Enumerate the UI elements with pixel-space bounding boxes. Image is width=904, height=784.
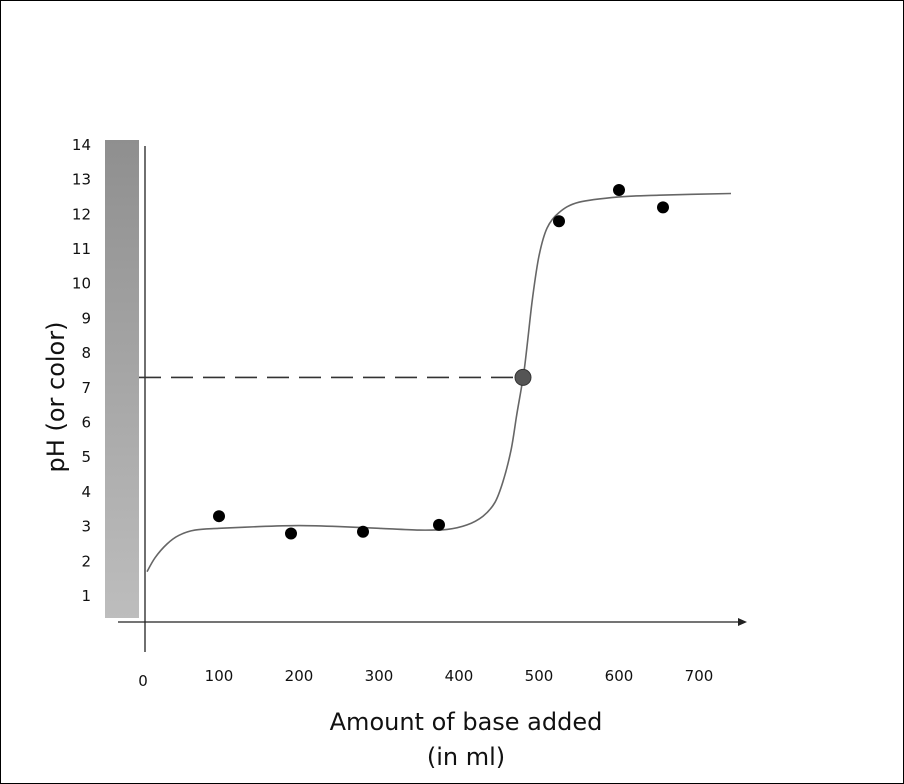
data-point <box>657 201 669 214</box>
data-point <box>613 184 625 197</box>
y-tick-label: 1 <box>81 587 91 605</box>
x-tick-label: 400 <box>445 667 474 685</box>
y-tick-label: 6 <box>81 414 91 432</box>
x-tick-label: 100 <box>205 667 234 685</box>
y-tick-label: 13 <box>72 171 91 189</box>
data-point <box>357 525 369 538</box>
data-point <box>553 215 565 228</box>
x-tick-label: 500 <box>525 667 554 685</box>
x-tick-label: 300 <box>365 667 394 685</box>
ph-color-bar <box>105 140 139 618</box>
fit-curve <box>146 192 732 573</box>
data-point <box>285 527 297 540</box>
y-tick-label: 11 <box>72 240 91 258</box>
x-tick-label: 0 <box>138 672 148 690</box>
equivalence-point <box>514 368 532 386</box>
y-axis-title: pH (or color) <box>42 322 70 473</box>
y-tick-label: 12 <box>72 205 91 223</box>
y-tick-label: 10 <box>72 275 91 293</box>
x-tick-labels: 0 100 200 300 400 500 600 700 <box>138 667 713 690</box>
y-tick-label: 8 <box>81 344 91 362</box>
y-tick-label: 9 <box>81 309 91 327</box>
x-axis-title-line1: Amount of base added <box>330 708 603 736</box>
y-tick-label: 5 <box>81 448 91 466</box>
x-tick-label: 200 <box>285 667 314 685</box>
x-tick-label: 700 <box>685 667 714 685</box>
y-tick-label: 4 <box>81 483 91 501</box>
x-axis-title-line2: (in ml) <box>427 743 505 771</box>
y-tick-label: 2 <box>81 552 91 570</box>
data-point <box>433 518 445 531</box>
data-points <box>213 184 669 540</box>
y-tick-label: 3 <box>81 518 91 536</box>
y-tick-label: 7 <box>81 379 91 397</box>
y-tick-label: 14 <box>72 136 91 154</box>
x-axis-arrowhead <box>738 618 747 626</box>
data-point <box>213 510 225 523</box>
x-tick-label: 600 <box>605 667 634 685</box>
